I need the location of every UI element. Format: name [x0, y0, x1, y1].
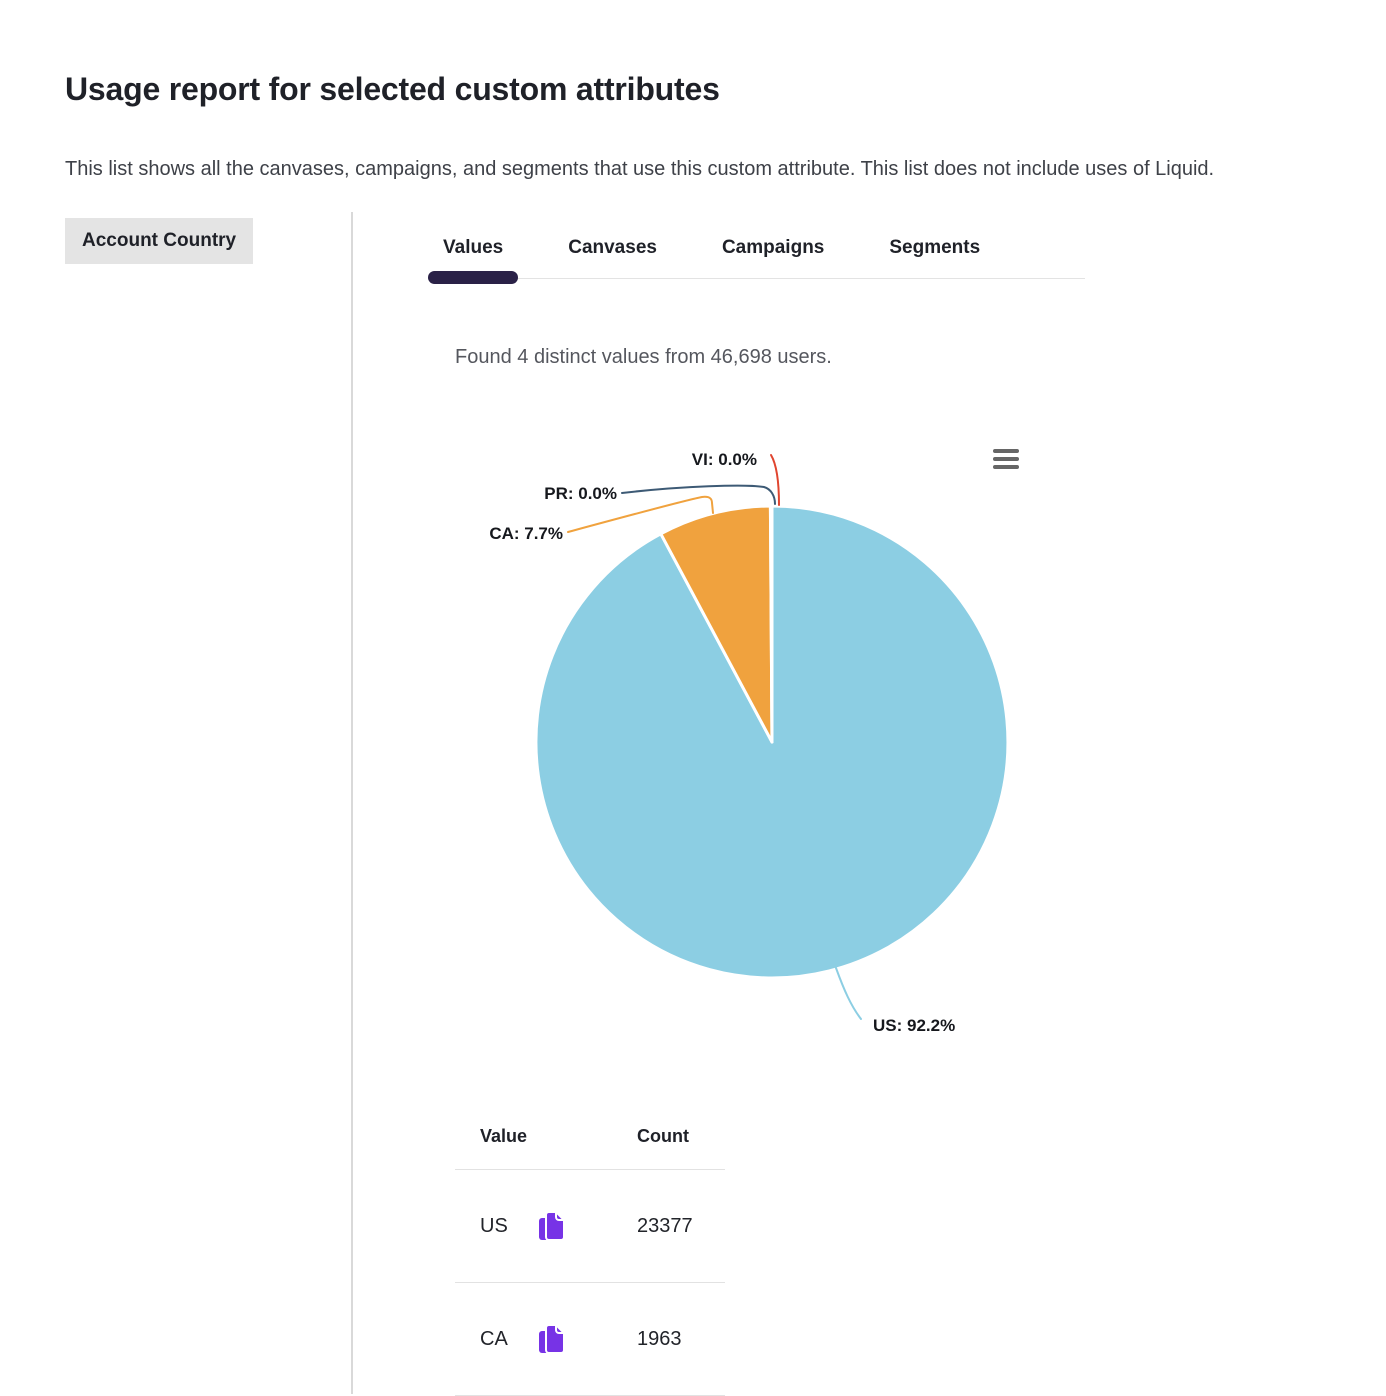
- tab-segments-label: Segments: [889, 237, 981, 258]
- copy-icon[interactable]: [537, 1209, 567, 1243]
- vertical-divider: [351, 212, 353, 1394]
- count-cell: 1963: [637, 1327, 682, 1350]
- tab-bar: Values Canvases Campaigns Segments: [428, 234, 1085, 284]
- active-tab-indicator: [428, 271, 519, 284]
- hamburger-bar: [993, 457, 1019, 461]
- tab-values-label: Values: [443, 237, 504, 258]
- copy-icon[interactable]: [537, 1322, 567, 1356]
- distinct-values-summary: Found 4 distinct values from 46,698 user…: [455, 346, 832, 368]
- pie-chart: US: 92.2% CA: 7.7% PR: 0.0% VI: 0.0%: [430, 420, 1090, 1080]
- value-cell: US: [480, 1214, 508, 1237]
- column-header-count: Count: [637, 1126, 689, 1146]
- hamburger-bar: [993, 449, 1019, 453]
- hamburger-icon[interactable]: [993, 449, 1019, 469]
- tab-campaigns[interactable]: Campaigns: [707, 234, 839, 278]
- tab-canvases[interactable]: Canvases: [553, 234, 672, 278]
- count-cell: 23377: [637, 1214, 693, 1237]
- value-cell: CA: [480, 1327, 508, 1350]
- table-row: CA 1963: [455, 1283, 725, 1396]
- connector-ca: [567, 495, 714, 533]
- pie-chart-svg: US: 92.2% CA: 7.7% PR: 0.0% VI: 0.0%: [489, 450, 1010, 1035]
- attribute-chip-account-country[interactable]: Account Country: [65, 218, 254, 264]
- pie-label-pr: PR: 0.0%: [544, 484, 617, 503]
- pie-label-us: US: 92.2%: [873, 1016, 955, 1035]
- pie-label-ca: CA: 7.7%: [489, 524, 563, 543]
- tab-values[interactable]: Values: [428, 234, 519, 284]
- hamburger-bar: [993, 465, 1019, 469]
- page-title: Usage report for selected custom attribu…: [65, 71, 720, 108]
- connector-vi: [770, 454, 780, 506]
- column-header-value: Value: [480, 1126, 528, 1146]
- pie-slice-vi[interactable]: [769, 504, 774, 744]
- table-header-row: Value Count: [455, 1110, 725, 1170]
- value-count-table: Value Count US 23377 CA: [455, 1110, 725, 1396]
- pie-slices: [534, 504, 1010, 980]
- tab-canvases-label: Canvases: [568, 237, 657, 258]
- pie-label-vi: VI: 0.0%: [692, 450, 757, 469]
- table-row: US 23377: [455, 1170, 725, 1283]
- tab-campaigns-label: Campaigns: [721, 237, 825, 258]
- connector-us: [835, 967, 862, 1020]
- connector-pr: [621, 484, 776, 505]
- tab-segments[interactable]: Segments: [874, 234, 995, 278]
- page-description: This list shows all the canvases, campai…: [65, 158, 1215, 180]
